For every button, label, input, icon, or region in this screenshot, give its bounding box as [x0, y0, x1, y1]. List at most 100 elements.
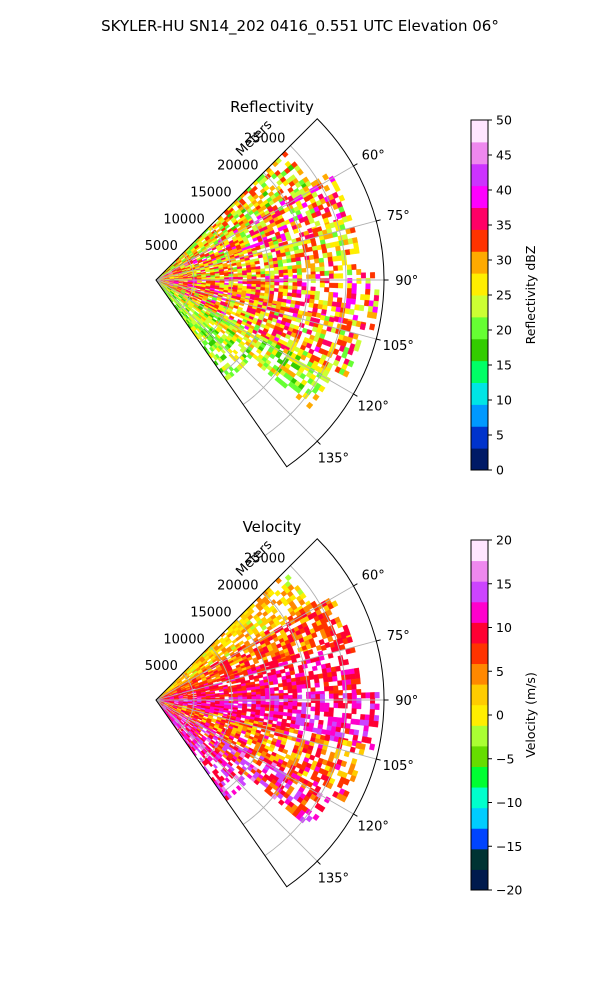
range-ring [242, 172, 309, 405]
colorbar-segment [471, 642, 488, 665]
colorbar-tick-label: 0 [496, 708, 504, 723]
azimuth-spoke [155, 279, 377, 340]
azimuth-tick [376, 639, 381, 642]
colorbar-segment [471, 848, 488, 870]
colorbar-segment [471, 828, 488, 850]
range-tick-label: 5000 [145, 659, 178, 674]
azimuth-tick-label: 60° [362, 149, 385, 164]
colorbar-tick-label: −10 [496, 795, 522, 810]
azimuth-tick [353, 163, 358, 167]
range-ring [199, 225, 233, 343]
range-ring [264, 145, 347, 437]
azimuth-spoke [155, 699, 354, 815]
radar-echoes [156, 574, 380, 824]
panel-reflectivity: Reflectivity60°75°90°105°120°135°5000100… [145, 98, 538, 478]
colorbar-segment [471, 601, 488, 623]
azimuth-tick [353, 813, 358, 817]
colorbar-tick-label: 35 [496, 218, 512, 233]
sector-outline [155, 538, 385, 888]
polar-grid [155, 565, 384, 862]
colorbar: −20 −15 −10 −5 0 5 10 15 20 Velocity (m/s) [470, 533, 538, 898]
colorbar-segment [471, 229, 488, 252]
azimuth-tick-label: 105° [383, 339, 414, 354]
colorbar-tick-label: 15 [496, 576, 512, 591]
colorbar-segment [471, 251, 488, 274]
azimuth-tick-label: 120° [358, 819, 389, 834]
range-ring [242, 592, 309, 825]
colorbar-tick-label: 10 [496, 620, 512, 635]
colorbar-segment [471, 360, 488, 383]
colorbar-tick-label: −20 [496, 883, 522, 898]
range-tick-label: 20000 [217, 159, 258, 174]
colorbar-segment [471, 404, 488, 427]
colorbar-tick-label: 5 [496, 428, 504, 443]
colorbar-segment [471, 869, 488, 891]
panel-velocity: Velocity 60° 75° 90° 105° 120° 135° 5000 10000 15… [145, 518, 538, 898]
range-tick-label: 25000 [244, 132, 285, 147]
azimuth-tick-label: 90° [395, 274, 418, 289]
colorbar-label: Velocity (m/s) [523, 672, 538, 758]
colorbar-tick-label: 25 [496, 288, 512, 303]
colorbar-segment [471, 684, 488, 706]
azimuth-spoke [155, 279, 354, 395]
range-ring [177, 252, 195, 312]
colorbar-tick-label: 45 [496, 148, 512, 163]
colorbar-segment [471, 725, 488, 747]
colorbar-segment [471, 426, 488, 449]
azimuth-spoke [155, 165, 354, 281]
range-tick-label: 25000 [244, 552, 285, 567]
azimuth-tick [353, 393, 358, 397]
colorbar-segment [471, 207, 488, 230]
azimuth-tick-label: 90° [395, 694, 418, 709]
colorbar-tick-label: 5 [496, 664, 504, 679]
range-ring [221, 199, 271, 374]
azimuth-tick-label: 135° [318, 871, 349, 886]
azimuth-tick-label: 105° [383, 759, 414, 774]
range-tick-label: 5000 [145, 239, 178, 254]
range-tick-label: 10000 [163, 212, 204, 227]
azimuth-tick-label: 75° [387, 629, 410, 644]
colorbar-segment [471, 338, 488, 362]
colorbar-segment [471, 540, 488, 562]
azimuth-tick [316, 860, 321, 865]
azimuth-spoke [155, 220, 377, 281]
azimuth-tick [376, 219, 381, 222]
colorbar-segment [471, 141, 488, 165]
colorbar-tick-label: 20 [496, 323, 512, 338]
colorbar-segment [471, 581, 488, 603]
colorbar-segment [471, 560, 488, 582]
colorbar-tick-label: 40 [496, 183, 512, 198]
colorbar-segment [471, 448, 488, 471]
colorbar-tick-label: 10 [496, 393, 512, 408]
range-tick-label: 20000 [217, 579, 258, 594]
range-ring [199, 645, 233, 763]
sector-outline [155, 118, 385, 468]
range-tick-label: 10000 [163, 632, 204, 647]
colorbar-tick-label: 0 [496, 463, 504, 478]
range-tick-label: 15000 [190, 185, 231, 200]
azimuth-tick [376, 338, 381, 341]
colorbar-tick-label: 30 [496, 253, 512, 268]
panel-title: Reflectivity [230, 98, 314, 116]
azimuth-tick-label: 60° [362, 569, 385, 584]
colorbar-segment [471, 704, 488, 726]
azimuth-tick-label: 135° [318, 451, 349, 466]
range-ring [264, 565, 347, 857]
colorbar: 0 5 10 15 20 25 30 35 40 45 50 Reflectivity dBZ [470, 113, 538, 478]
azimuth-tick [316, 440, 321, 445]
colorbar-segment [471, 185, 488, 208]
range-tick-label: 15000 [190, 605, 231, 620]
range-ring [177, 672, 195, 732]
azimuth-spoke [155, 699, 318, 862]
colorbar-tick-label: 20 [496, 533, 512, 548]
colorbar-segment [471, 273, 488, 296]
azimuth-spoke [155, 640, 377, 701]
colorbar-tick-label: −5 [496, 751, 514, 766]
figure-title: SKYLER-HU SN14_202 0416_0.551 UTC Elevat… [101, 17, 499, 36]
colorbar-segment [471, 622, 488, 644]
colorbar-segment [471, 163, 488, 187]
azimuth-tick [376, 758, 381, 761]
colorbar-segment [471, 316, 488, 340]
azimuth-tick [353, 583, 358, 587]
